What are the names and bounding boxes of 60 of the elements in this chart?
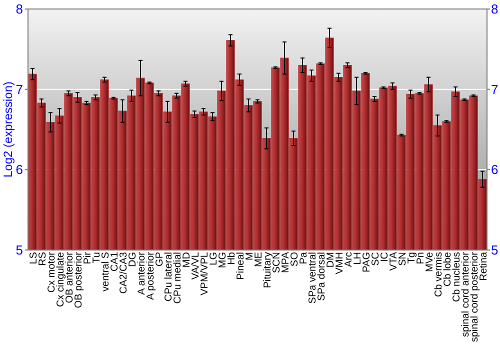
x-tick-label: spinal cord posterior bbox=[470, 251, 480, 342]
x-tick-label: ventral S bbox=[100, 252, 112, 292]
x-tick-label: CPu lateral bbox=[164, 252, 174, 302]
x-tick-label: Cb nucleus bbox=[452, 252, 462, 302]
x-tick-label: A anterior bbox=[136, 251, 148, 295]
x-tick-label: IC bbox=[380, 252, 390, 262]
y-tick-label: 5 bbox=[16, 242, 23, 258]
x-tick-label: ME bbox=[254, 252, 264, 267]
x-tick-label: RS bbox=[38, 252, 48, 266]
x-tick-label: OB posterior bbox=[74, 251, 84, 308]
x-tick-label: MD bbox=[182, 252, 192, 268]
x-tick-label: Retina bbox=[478, 252, 490, 281]
x-tick-label: LG bbox=[208, 252, 220, 266]
x-tick-label: Tg bbox=[406, 252, 418, 264]
y-tick-label: 7 bbox=[16, 82, 23, 97]
y-tick-label: 8 bbox=[16, 2, 23, 17]
x-tick-label: Hb bbox=[226, 252, 238, 265]
x-tick-label: M bbox=[244, 252, 256, 260]
x-tick-label: A posterior bbox=[146, 251, 156, 300]
x-tick-label: SO bbox=[290, 252, 300, 266]
x-tick-label: Cx motor bbox=[46, 251, 58, 293]
x-tick-label: SPa dorsal bbox=[316, 252, 328, 301]
y2-tick-label: 7 bbox=[491, 82, 498, 97]
x-tick-label: LS bbox=[28, 252, 40, 264]
y2-tick-label: 5 bbox=[491, 242, 498, 258]
x-tick-label: CA2/CA3 bbox=[118, 252, 130, 294]
x-tick-label: SPa ventral bbox=[308, 252, 318, 304]
x-tick-label: DG bbox=[128, 252, 138, 267]
x-tick-label: OB anterior bbox=[64, 251, 76, 304]
x-tick-label: Pir bbox=[82, 251, 94, 264]
x-tick-label: GP bbox=[154, 252, 166, 266]
x-tick-label: SCN bbox=[272, 252, 282, 274]
x-tick-label: Cx cingulate bbox=[56, 252, 66, 308]
x-tick-label: VMH bbox=[334, 252, 346, 274]
y-axis-title: Log2 (expression) bbox=[1, 81, 15, 178]
y-tick-label: 6 bbox=[16, 162, 23, 178]
x-tick-label: Pn bbox=[416, 252, 426, 264]
x-tick-label: PAG bbox=[362, 252, 372, 272]
x-tick-label: CPu medial bbox=[172, 252, 184, 304]
x-tick-label: Pineal bbox=[236, 252, 246, 280]
x-tick-label: Cb vermis bbox=[434, 252, 444, 298]
x-tick-label: MPA bbox=[280, 252, 292, 273]
x-tick-label: SC bbox=[370, 252, 382, 266]
x-tick-label: Arc bbox=[344, 252, 354, 267]
x-tick-label: VPM/VPL bbox=[200, 252, 210, 296]
x-tick-label: Cb lobe bbox=[442, 252, 454, 286]
y2-tick-label: 8 bbox=[491, 2, 498, 17]
x-tick-label: DM bbox=[326, 252, 336, 268]
x-tick-label: spinal cord anterior bbox=[460, 251, 472, 338]
x-tick-label: SN bbox=[398, 252, 408, 266]
x-tick-label: Pituitary bbox=[262, 252, 274, 288]
x-tick-label: MG bbox=[218, 252, 228, 268]
y2-tick-label: 6 bbox=[491, 162, 498, 178]
x-tick-label: MVe bbox=[424, 252, 436, 272]
x-tick-label: VTA bbox=[388, 252, 400, 271]
x-tick-label: CA1 bbox=[110, 252, 120, 272]
x-tick-label: VA/VL bbox=[190, 252, 202, 280]
x-tick-label: LH bbox=[352, 252, 364, 265]
x-tick-label: Pa bbox=[298, 252, 310, 264]
x-tick-label: Tu bbox=[92, 252, 102, 264]
